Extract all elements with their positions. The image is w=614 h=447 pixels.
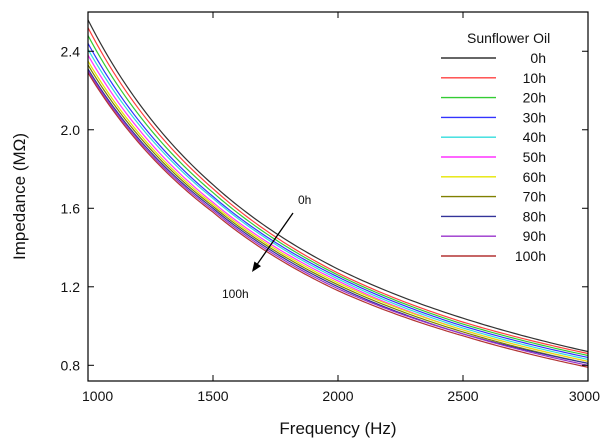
plot-frame bbox=[87, 11, 589, 382]
series-lines bbox=[87, 19, 589, 368]
legend-label: 70h bbox=[523, 189, 546, 205]
legend: Sunflower Oil 0h 10h 20h 30h 40h 50h 60h 70h 80h… bbox=[441, 30, 550, 264]
aging-arrow-head bbox=[252, 261, 261, 272]
aging-arrow-annotation: 0h 100h bbox=[222, 193, 311, 301]
x-tick-label: 1500 bbox=[197, 388, 228, 404]
x-tick-label: 2000 bbox=[322, 388, 353, 404]
legend-items: 0h 10h 20h 30h 40h 50h 60h 70h 80h 90h 100h bbox=[441, 50, 546, 264]
series-line-50h bbox=[87, 54, 589, 362]
series-line-60h bbox=[87, 60, 589, 362]
y-tick-label: 2.0 bbox=[61, 122, 81, 138]
y-tick-label: 1.6 bbox=[61, 200, 81, 216]
legend-label: 80h bbox=[523, 208, 546, 224]
aging-arrow bbox=[255, 212, 294, 267]
x-axis-title: Frequency (Hz) bbox=[279, 419, 396, 438]
series-line-30h bbox=[87, 43, 589, 359]
legend-label: 40h bbox=[523, 129, 546, 145]
series-line-0h bbox=[87, 19, 589, 353]
legend-label: 60h bbox=[523, 169, 546, 185]
x-tick-label: 3000 bbox=[569, 388, 600, 404]
axis-ticks: 1000 1500 2000 2500 3000 0.8 1.2 1.6 2.0 2.4 bbox=[61, 12, 600, 404]
series-line-70h bbox=[87, 64, 589, 364]
series-line-40h bbox=[87, 48, 589, 360]
legend-label: 10h bbox=[523, 70, 546, 86]
series-line-90h bbox=[87, 70, 589, 366]
series-line-20h bbox=[87, 35, 589, 357]
legend-title: Sunflower Oil bbox=[467, 30, 550, 46]
y-tick-label: 1.2 bbox=[61, 279, 81, 295]
series-line-100h bbox=[87, 72, 589, 368]
legend-label: 100h bbox=[515, 248, 546, 264]
y-axis-title: Impedance (MΩ) bbox=[10, 133, 29, 260]
x-tick-label: 2500 bbox=[447, 388, 478, 404]
legend-label: 90h bbox=[523, 228, 546, 244]
series-line-80h bbox=[87, 68, 589, 364]
x-tick-label: 1000 bbox=[82, 388, 113, 404]
y-tick-label: 0.8 bbox=[61, 357, 81, 373]
legend-label: 50h bbox=[523, 149, 546, 165]
legend-label: 30h bbox=[523, 109, 546, 125]
annotation-end-label: 100h bbox=[222, 287, 249, 301]
annotation-start-label: 0h bbox=[298, 193, 311, 207]
series-line-10h bbox=[87, 27, 589, 355]
legend-label: 0h bbox=[530, 50, 546, 66]
legend-label: 20h bbox=[523, 90, 546, 106]
y-tick-label: 2.4 bbox=[61, 43, 81, 59]
